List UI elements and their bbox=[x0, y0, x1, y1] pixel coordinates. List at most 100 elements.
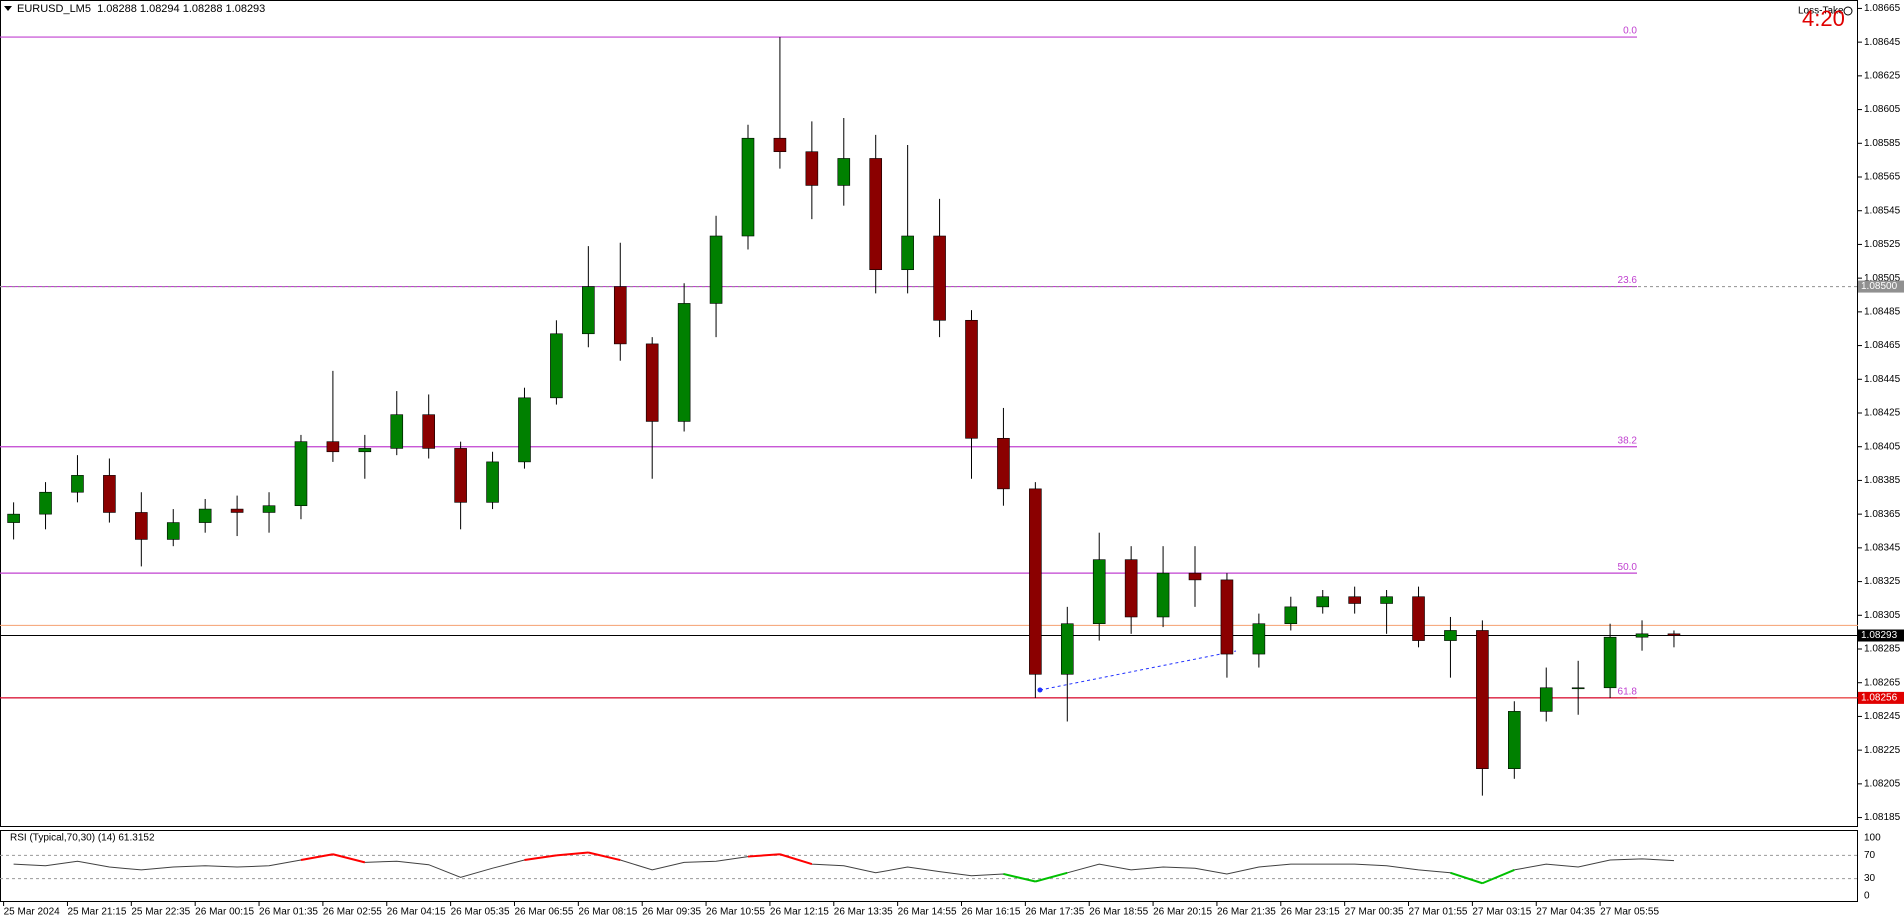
candle-body bbox=[1188, 572, 1202, 581]
x-tick-label: 26 Mar 00:15 bbox=[195, 907, 254, 918]
main-panel bbox=[0, 0, 1858, 827]
candle-body bbox=[454, 448, 467, 503]
rsi-zone-segment bbox=[1003, 872, 1036, 883]
candle-body bbox=[1444, 630, 1457, 641]
candle-body bbox=[1092, 559, 1106, 625]
rsi-line bbox=[13, 851, 1675, 884]
price-tag bbox=[1858, 280, 1904, 293]
candle-body bbox=[869, 158, 883, 271]
rsi-zone-segment bbox=[300, 853, 334, 862]
candle-body bbox=[965, 319, 978, 439]
rsi-zone-segment bbox=[747, 853, 780, 858]
rsi-title: RSI (Typical,70,30) (14) 61.3152 bbox=[10, 833, 155, 844]
candle-body bbox=[135, 512, 148, 540]
rsi-zone-segment bbox=[524, 854, 557, 862]
y-tick-label: 1.08325 bbox=[1864, 576, 1901, 587]
candle-body bbox=[1060, 623, 1074, 675]
y-tick-label: 1.08425 bbox=[1864, 408, 1901, 419]
candle-body bbox=[1380, 596, 1393, 604]
y-tick-label: 1.08365 bbox=[1864, 509, 1901, 520]
rsi-zone-segment bbox=[556, 851, 589, 857]
x-tick-label: 27 Mar 01:55 bbox=[1409, 907, 1468, 918]
candle-body bbox=[166, 522, 180, 540]
y-tick-label: 1.08605 bbox=[1864, 104, 1901, 115]
y-tick-label: 1.08405 bbox=[1864, 441, 1901, 452]
rsi-zone-segment bbox=[1035, 871, 1068, 883]
fib-label: 61.8 bbox=[1618, 687, 1638, 698]
x-tick-label: 27 Mar 03:15 bbox=[1472, 907, 1531, 918]
rsi-tick-label: 70 bbox=[1864, 850, 1876, 861]
x-tick-label: 26 Mar 05:35 bbox=[451, 907, 510, 918]
candle-body bbox=[7, 513, 20, 523]
candle-body bbox=[1667, 633, 1681, 636]
candle-body bbox=[358, 448, 372, 453]
candle-body bbox=[326, 441, 340, 453]
candle-body bbox=[1220, 579, 1234, 655]
price-tag-label: 1.08256 bbox=[1861, 693, 1898, 704]
fib-label: 50.0 bbox=[1618, 562, 1638, 573]
candle-body bbox=[390, 414, 404, 449]
x-tick-label: 27 Mar 04:35 bbox=[1536, 907, 1595, 918]
y-tick-label: 1.08205 bbox=[1864, 778, 1901, 789]
y-tick-label: 1.08385 bbox=[1864, 475, 1901, 486]
candle-body bbox=[262, 505, 276, 513]
candle-body bbox=[1124, 559, 1138, 618]
x-tick-label: 26 Mar 21:35 bbox=[1217, 907, 1276, 918]
annotation: Loss-Take bbox=[1798, 6, 1844, 17]
y-tick-label: 1.08645 bbox=[1864, 37, 1901, 48]
candle-body bbox=[71, 475, 84, 493]
candle-body bbox=[230, 508, 244, 513]
y-tick-label: 1.08505 bbox=[1864, 273, 1901, 284]
y-tick-label: 1.08445 bbox=[1864, 374, 1901, 385]
x-tick-label: 25 Mar 21:15 bbox=[67, 907, 126, 918]
candle-body bbox=[1348, 596, 1361, 604]
candle-body bbox=[709, 235, 723, 304]
candle-body bbox=[613, 286, 627, 345]
y-tick-label: 1.08345 bbox=[1864, 542, 1901, 553]
rsi-tick-label: 0 bbox=[1864, 891, 1870, 902]
rsi-zone-segment bbox=[779, 853, 813, 866]
y-tick-label: 1.08305 bbox=[1864, 610, 1901, 621]
candle-body bbox=[1156, 572, 1170, 618]
x-tick-label: 26 Mar 01:35 bbox=[259, 907, 318, 918]
x-tick-label: 25 Mar 22:35 bbox=[131, 907, 190, 918]
x-tick-label: 26 Mar 12:15 bbox=[770, 907, 829, 918]
rsi-zone-segment bbox=[1450, 871, 1483, 885]
candle-body bbox=[997, 437, 1010, 490]
menu-arrow[interactable] bbox=[4, 6, 12, 11]
x-tick-label: 26 Mar 23:15 bbox=[1281, 907, 1340, 918]
candle-body bbox=[518, 397, 531, 463]
x-tick-label: 26 Mar 06:55 bbox=[514, 907, 573, 918]
candle-body bbox=[486, 461, 499, 503]
y-tick-label: 1.08265 bbox=[1864, 677, 1901, 688]
candle-body bbox=[1539, 687, 1553, 712]
timer: 4:20 bbox=[1802, 6, 1845, 31]
candle-body bbox=[1571, 687, 1585, 690]
rsi-zone-segment bbox=[588, 851, 621, 862]
rsi-panel bbox=[0, 830, 1858, 902]
candle-body bbox=[933, 235, 946, 321]
candle-body bbox=[1412, 596, 1425, 641]
y-tick-label: 1.08625 bbox=[1864, 70, 1901, 81]
rsi-zone-segment bbox=[332, 853, 366, 864]
candle-body bbox=[1635, 633, 1649, 638]
x-tick-label: 26 Mar 17:35 bbox=[1025, 907, 1084, 918]
rsi-tick-label: 100 bbox=[1864, 833, 1881, 844]
candle-body bbox=[1476, 630, 1489, 769]
candle-body bbox=[773, 137, 787, 153]
candle-body bbox=[805, 151, 819, 186]
price-tag bbox=[1858, 629, 1904, 642]
y-tick-label: 1.08545 bbox=[1864, 205, 1901, 216]
candle-body bbox=[1316, 596, 1330, 608]
candle-body bbox=[1603, 636, 1617, 689]
candle-body bbox=[550, 333, 563, 399]
x-tick-label: 26 Mar 20:15 bbox=[1153, 907, 1212, 918]
x-tick-label: 26 Mar 02:55 bbox=[323, 907, 382, 918]
y-tick-label: 1.08225 bbox=[1864, 745, 1901, 756]
candle-body bbox=[1508, 711, 1521, 769]
y-tick-label: 1.08485 bbox=[1864, 306, 1901, 317]
candle-body bbox=[582, 286, 595, 335]
candle-body bbox=[1284, 606, 1298, 625]
